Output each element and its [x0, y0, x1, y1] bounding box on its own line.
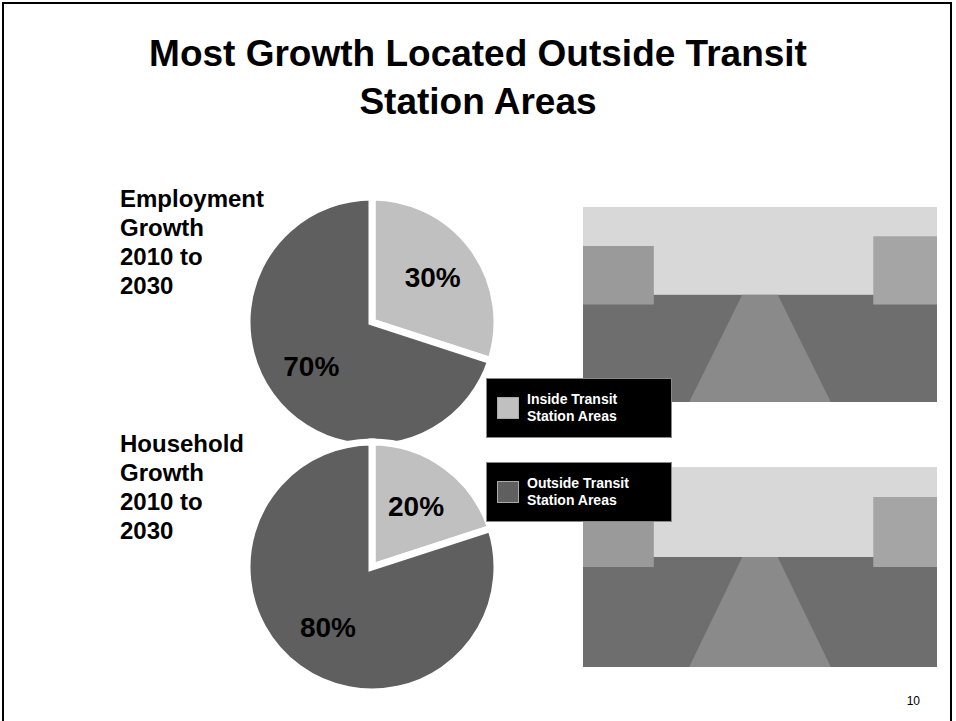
html-text:10: 10 — [906, 694, 920, 708]
html-text:Outside Transit: Outside Transit — [527, 475, 629, 491]
html-text:Growth: Growth — [120, 214, 204, 241]
svg-text:70%: 70% — [283, 351, 339, 382]
html-text:Most Growth Located Outside Tr: Most Growth Located Outside Transit — [149, 33, 807, 74]
html-text:2010 to: 2010 to — [120, 488, 203, 515]
html-text:2030: 2030 — [120, 272, 174, 299]
html-text:Growth: Growth — [120, 459, 204, 486]
html-text:Employment: Employment — [120, 185, 264, 212]
html-text:Station Areas: Station Areas — [527, 492, 617, 508]
svg-text:20%: 20% — [388, 491, 444, 522]
svg-text:80%: 80% — [300, 612, 356, 643]
html-text:Inside Transit: Inside Transit — [527, 391, 618, 407]
svg-text:30%: 30% — [405, 262, 461, 293]
html-text:2010 to: 2010 to — [120, 243, 203, 270]
html-text:Station Areas: Station Areas — [527, 408, 617, 424]
html-text:Station Areas: Station Areas — [359, 81, 597, 122]
html-text:Household: Household — [120, 430, 244, 457]
html-text:2030: 2030 — [120, 517, 174, 544]
